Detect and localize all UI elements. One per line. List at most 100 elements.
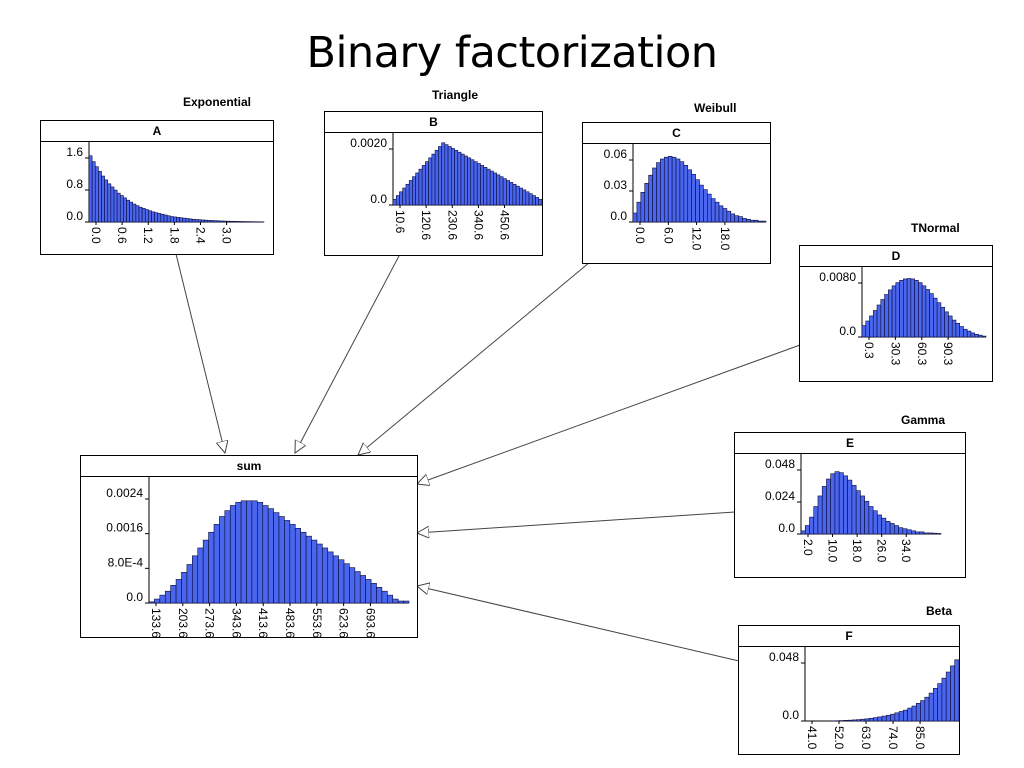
node-d[interactable]: D 0.0080 0.0 0.3 30.3 60.3 90.3 xyxy=(799,245,993,382)
node-a[interactable]: A 1.6 0.8 0.0 0.0 0.6 1.2 1.8 2.4 3.0 xyxy=(40,120,274,255)
histogram-bar xyxy=(738,216,743,223)
histogram-bar xyxy=(403,600,410,604)
chart-C: 0.06 0.03 0.0 0.0 6.0 12.0 18.0 xyxy=(604,144,767,251)
node-c[interactable]: C 0.06 0.03 0.0 0.0 6.0 12.0 18.0 xyxy=(582,122,771,264)
x-tick-label: 273.6 xyxy=(203,608,217,637)
histogram-bar xyxy=(675,158,681,223)
x-tick-label: 52.0 xyxy=(832,726,846,750)
node-d-title: D xyxy=(800,246,992,267)
arrow-b-to-sum xyxy=(295,253,401,453)
x-tick-label: 85.0 xyxy=(913,726,927,750)
histogram-bar xyxy=(941,677,947,722)
histogram-bar xyxy=(936,533,942,535)
x-tick-label: 18.0 xyxy=(718,227,732,251)
histogram-bar xyxy=(354,571,361,604)
x-tick-label: 0.0 xyxy=(633,227,647,244)
x-tick-label: 63.0 xyxy=(859,726,873,750)
histogram-bar xyxy=(864,500,870,535)
histogram-bar xyxy=(899,280,904,338)
histogram-bar xyxy=(761,220,767,223)
histogram-bar xyxy=(851,485,857,535)
histogram-bar xyxy=(691,173,696,223)
dist-label-f: Beta xyxy=(926,604,953,618)
histogram-bar xyxy=(94,166,99,223)
histogram-bar xyxy=(232,221,237,223)
histogram-bar xyxy=(746,219,751,223)
histogram-bar xyxy=(881,517,887,535)
x-tick-label: 450.6 xyxy=(498,210,512,240)
x-tick-label: 0.0 xyxy=(89,227,103,244)
histogram-bar xyxy=(425,161,429,206)
histogram-bar xyxy=(847,719,853,722)
histogram-bar xyxy=(182,217,187,223)
histogram-bar xyxy=(528,193,533,206)
histogram-bar xyxy=(408,180,413,206)
histogram-bar xyxy=(877,716,883,722)
y-tick-label: 0.0 xyxy=(778,521,795,535)
node-e[interactable]: E 0.048 0.024 0.0 2.0 10.0 18.0 26.0 34.0 xyxy=(734,432,966,578)
histogram-bar xyxy=(910,278,915,338)
histogram-bar xyxy=(933,297,938,338)
histogram-bar xyxy=(834,471,840,535)
x-tick-label: 623.6 xyxy=(337,608,351,637)
histogram-bar xyxy=(509,182,514,206)
histogram-bar xyxy=(898,711,904,722)
arrow-a-to-sum xyxy=(175,253,225,453)
histogram-bar xyxy=(959,326,964,338)
histogram-bar xyxy=(948,315,953,338)
histogram-bar xyxy=(951,319,957,338)
histogram-bar xyxy=(159,594,166,604)
histogram-bar xyxy=(483,166,488,206)
y-tick-label: 0.024 xyxy=(765,489,795,503)
x-tick-label: 693.6 xyxy=(363,608,377,637)
node-f[interactable]: F 0.048 0.0 41.0 52.0 63.0 74.0 85.0 xyxy=(738,625,960,755)
histogram-bar xyxy=(718,205,724,223)
chart-E: 0.048 0.024 0.0 2.0 10.0 18.0 26.0 34.0 xyxy=(765,454,942,563)
histogram-bar xyxy=(191,218,196,223)
chart-F: 0.048 0.0 41.0 52.0 63.0 74.0 85.0 xyxy=(769,647,959,750)
histogram-bar xyxy=(116,192,121,223)
arrow-e-to-sum xyxy=(417,511,736,533)
x-tick-label: 1.8 xyxy=(167,227,181,244)
histogram-bar xyxy=(213,220,218,223)
histogram-bar xyxy=(148,601,155,604)
histogram-bar xyxy=(441,142,446,206)
histogram-bar xyxy=(734,215,739,223)
histogram-bar xyxy=(210,220,215,223)
histogram-bar xyxy=(843,720,849,722)
y-tick-label: 0.03 xyxy=(604,178,628,192)
histogram-bar xyxy=(431,153,436,206)
histogram-bar xyxy=(981,335,987,338)
histogram-bar xyxy=(826,478,831,535)
histogram-bar xyxy=(300,531,307,604)
histogram-bar xyxy=(493,172,497,206)
histogram-bar xyxy=(376,586,383,604)
y-tick-label: 0.0 xyxy=(610,209,627,223)
histogram-bar xyxy=(246,500,253,604)
histogram-bar xyxy=(463,155,468,206)
x-tick-label: 12.0 xyxy=(690,227,704,251)
histogram-bar xyxy=(219,516,226,604)
x-tick-label: 1.2 xyxy=(141,227,155,244)
histogram-bar xyxy=(817,495,823,535)
histogram-bar xyxy=(923,532,929,535)
histogram-bar xyxy=(970,332,976,338)
histogram-bar xyxy=(240,500,247,604)
node-b[interactable]: B 0.0020 0.0 10.6 120.6 230.6 340.6 450.6 xyxy=(324,111,543,256)
x-tick-label: 74.0 xyxy=(886,726,900,750)
histogram-bar xyxy=(851,719,857,722)
histogram-bar xyxy=(872,310,878,338)
x-tick-label: 343.6 xyxy=(229,608,243,637)
histogram-bar xyxy=(888,289,893,338)
histogram-bar xyxy=(138,206,143,223)
histogram-bar xyxy=(710,198,716,223)
histogram-bar xyxy=(438,146,442,206)
histogram-bar xyxy=(525,191,530,206)
node-sum[interactable]: sum 0.0024 0.0016 8.0E-4 0.0 133.6 203.6 273.6… xyxy=(80,455,418,638)
histogram-bar xyxy=(652,167,657,223)
histogram-bar xyxy=(881,715,887,722)
histogram-bar xyxy=(322,547,329,604)
histogram-bar xyxy=(894,525,899,535)
histogram-bar xyxy=(480,165,485,206)
histogram-bar xyxy=(185,218,190,223)
